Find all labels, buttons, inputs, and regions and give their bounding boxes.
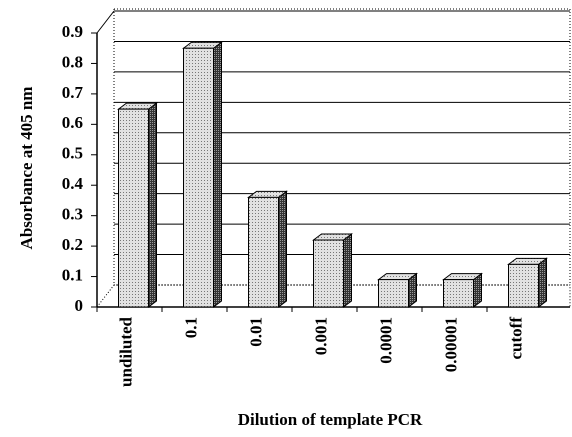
y-axis-title: Absorbance at 405 nm bbox=[17, 87, 36, 250]
y-tick-label: 0.5 bbox=[62, 144, 83, 163]
bar bbox=[443, 279, 474, 308]
x-tick-label: 0.01 bbox=[246, 317, 265, 347]
y-tick-label: 0.7 bbox=[62, 83, 84, 102]
y-tick-label: 0.9 bbox=[62, 22, 83, 41]
x-tick-label: 0.00001 bbox=[441, 317, 460, 372]
bar-side bbox=[343, 233, 352, 308]
bar-side bbox=[278, 190, 287, 308]
bar bbox=[508, 263, 539, 308]
bar bbox=[183, 47, 214, 308]
x-tick-label: cutoff bbox=[506, 317, 525, 360]
bar-side bbox=[213, 41, 222, 308]
y-tick-label: 0.1 bbox=[62, 265, 83, 284]
x-tick-label: 0.001 bbox=[311, 317, 330, 355]
y-tick-label: 0.4 bbox=[62, 174, 84, 193]
y-axis-depth bbox=[96, 10, 115, 34]
y-tick-label: 0 bbox=[75, 296, 84, 315]
bar bbox=[118, 108, 149, 308]
bar-side bbox=[148, 102, 157, 308]
bar bbox=[248, 196, 279, 308]
x-tick-label: undiluted bbox=[116, 316, 135, 386]
y-tick-label: 0.2 bbox=[62, 235, 83, 254]
bar bbox=[313, 239, 344, 308]
x-tick-label: 0.0001 bbox=[376, 317, 395, 364]
bar-side bbox=[538, 257, 547, 308]
bar bbox=[378, 279, 409, 308]
x-tick-label: 0.1 bbox=[181, 317, 200, 338]
y-tick-label: 0.6 bbox=[62, 113, 83, 132]
y-tick-label: 0.3 bbox=[62, 205, 83, 224]
x-axis-title: Dilution of template PCR bbox=[238, 410, 423, 429]
y-tick-label: 0.8 bbox=[62, 52, 83, 71]
